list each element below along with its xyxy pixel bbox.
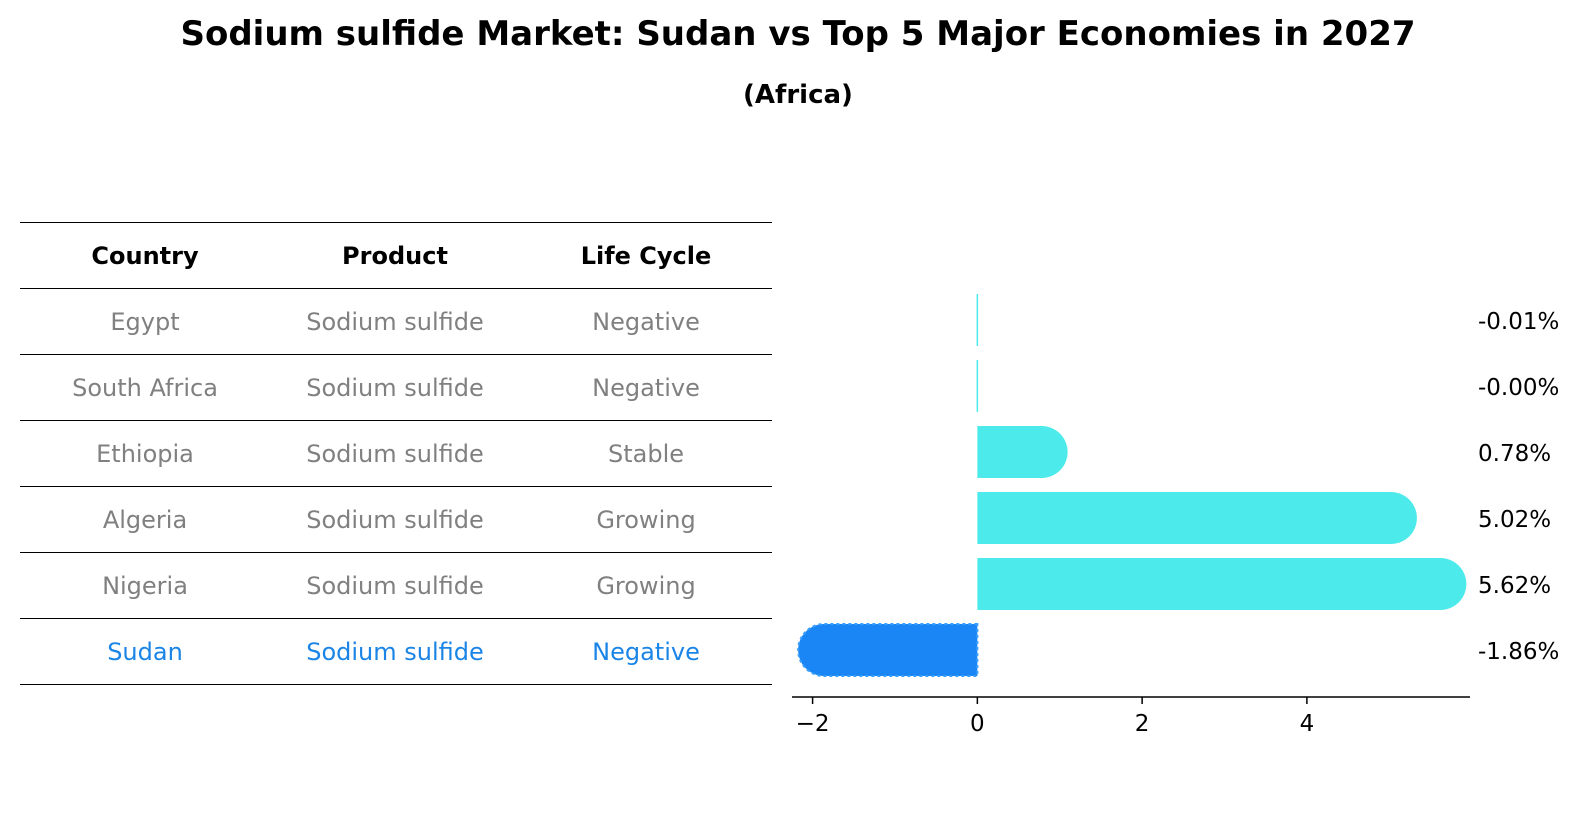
- cell-product: Sodium sulfide: [270, 552, 520, 619]
- bar-ethiopia: [977, 426, 1068, 478]
- chart-subtitle: (Africa): [743, 80, 853, 110]
- table-row: Nigeria Sodium sulfide Growing: [20, 552, 772, 619]
- value-label: -0.01%: [1478, 309, 1559, 335]
- value-label: -1.86%: [1478, 639, 1559, 665]
- cell-country: Nigeria: [20, 552, 270, 619]
- cell-product: Sodium sulfide: [270, 354, 520, 421]
- bar-egypt: [976, 294, 979, 346]
- table-row: Algeria Sodium sulfide Growing: [20, 486, 772, 553]
- header-life-cycle: Life Cycle: [520, 222, 772, 289]
- x-tick-label: −2: [796, 711, 830, 737]
- x-tick-label: 2: [1135, 711, 1150, 737]
- bar-south-africa: [976, 360, 979, 412]
- bar-sudan: [797, 623, 979, 677]
- cell-product: Sodium sulfide: [270, 618, 520, 685]
- x-tick-label: 0: [970, 711, 985, 737]
- cell-product: Sodium sulfide: [270, 486, 520, 553]
- cell-life-cycle: Growing: [520, 486, 772, 553]
- data-table: Country Product Life Cycle Egypt Sodium …: [20, 222, 772, 685]
- x-tick-label: 4: [1300, 711, 1315, 737]
- cell-life-cycle: Negative: [520, 618, 772, 685]
- cell-life-cycle: Growing: [520, 552, 772, 619]
- header-product: Product: [270, 222, 520, 289]
- cell-country: Algeria: [20, 486, 270, 553]
- cell-life-cycle: Stable: [520, 420, 772, 487]
- table-header-row: Country Product Life Cycle: [20, 222, 772, 289]
- cell-product: Sodium sulfide: [270, 420, 520, 487]
- table-row-highlight: Sudan Sodium sulfide Negative: [20, 618, 772, 685]
- value-label: 5.02%: [1478, 507, 1551, 533]
- cell-country: Ethiopia: [20, 420, 270, 487]
- value-label: 5.62%: [1478, 573, 1551, 599]
- cell-product: Sodium sulfide: [270, 288, 520, 355]
- bar-algeria: [977, 492, 1417, 544]
- cell-life-cycle: Negative: [520, 354, 772, 421]
- value-label: 0.78%: [1478, 441, 1551, 467]
- chart-title: Sodium sulfide Market: Sudan vs Top 5 Ma…: [180, 14, 1416, 54]
- cell-country: Sudan: [20, 618, 270, 685]
- header-country: Country: [20, 222, 270, 289]
- table-row: Egypt Sodium sulfide Negative: [20, 288, 772, 355]
- table-row: Ethiopia Sodium sulfide Stable: [20, 420, 772, 487]
- cell-country: South Africa: [20, 354, 270, 421]
- value-label: -0.00%: [1478, 375, 1559, 401]
- cell-country: Egypt: [20, 288, 270, 355]
- bar-nigeria: [977, 558, 1467, 610]
- cell-life-cycle: Negative: [520, 288, 772, 355]
- table-row: South Africa Sodium sulfide Negative: [20, 354, 772, 421]
